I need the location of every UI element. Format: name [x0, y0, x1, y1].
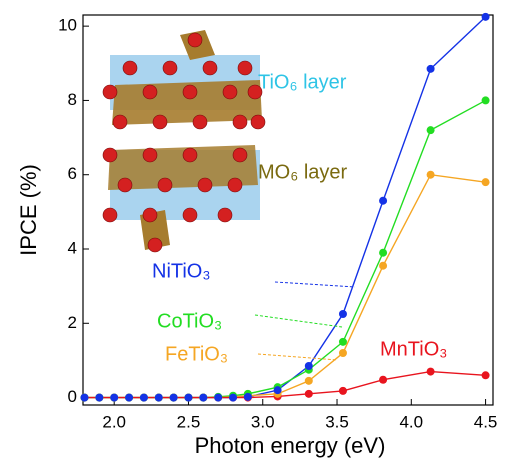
- x-tick-label: 2.0: [102, 412, 126, 431]
- series-label: CoTiO₃: [157, 310, 222, 332]
- y-tick-label: 6: [68, 164, 77, 183]
- data-point: [170, 394, 178, 402]
- data-point: [199, 394, 207, 402]
- data-point: [214, 394, 222, 402]
- data-point: [125, 394, 133, 402]
- data-point: [482, 96, 490, 104]
- y-axis-title: IPCE (%): [16, 164, 41, 256]
- data-point: [379, 249, 387, 257]
- series-label: NiTiO₃: [152, 260, 211, 282]
- x-tick-label: 4.5: [474, 412, 498, 431]
- data-point: [379, 262, 387, 270]
- data-point: [427, 65, 435, 73]
- x-axis-title: Photon energy (eV): [195, 433, 386, 458]
- annotation: TiO₆ layer: [258, 71, 347, 93]
- data-point: [95, 394, 103, 402]
- data-point: [244, 393, 252, 401]
- data-point: [305, 377, 313, 385]
- data-point: [427, 368, 435, 376]
- data-point: [110, 394, 118, 402]
- data-point: [140, 394, 148, 402]
- series-label: MnTiO₃: [380, 338, 447, 360]
- data-point: [184, 394, 192, 402]
- series-label: FeTiO₃: [165, 343, 228, 365]
- data-point: [339, 349, 347, 357]
- x-tick-label: 2.5: [177, 412, 201, 431]
- annotation: MO₆ layer: [258, 161, 348, 183]
- crystal-inset: [103, 30, 265, 252]
- data-point: [339, 338, 347, 346]
- data-point: [274, 386, 282, 394]
- x-tick-label: 4.0: [399, 412, 423, 431]
- data-point: [339, 310, 347, 318]
- data-point: [427, 171, 435, 179]
- data-point: [339, 387, 347, 395]
- leader-line: [275, 282, 355, 287]
- x-tick-label: 3.5: [325, 412, 349, 431]
- data-point: [155, 394, 163, 402]
- leader-line: [255, 315, 342, 327]
- y-tick-label: 0: [68, 387, 77, 406]
- data-point: [482, 13, 490, 21]
- y-tick-label: 2: [68, 313, 77, 332]
- y-tick-label: 10: [58, 16, 77, 35]
- data-point: [379, 197, 387, 205]
- x-tick-label: 3.0: [251, 412, 275, 431]
- data-point: [229, 394, 237, 402]
- chart: TiO₆ layer MO₆ layer Photon energy (eV) …: [0, 0, 505, 473]
- data-point: [379, 376, 387, 384]
- y-tick-label: 4: [68, 238, 77, 257]
- data-point: [427, 126, 435, 134]
- data-point: [305, 362, 313, 370]
- data-point: [482, 371, 490, 379]
- data-point: [305, 390, 313, 398]
- data-point: [80, 394, 88, 402]
- y-tick-label: 8: [68, 90, 77, 109]
- data-point: [482, 178, 490, 186]
